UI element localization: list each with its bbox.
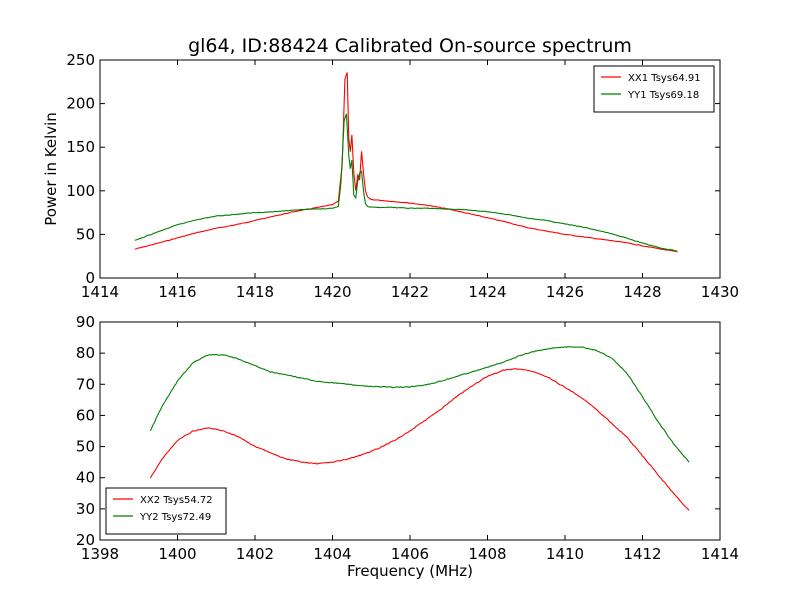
x-axis-label: Frequency (MHz) [347, 562, 473, 580]
series-line-yy1 [134, 113, 678, 252]
y-tick-label: 30 [76, 500, 95, 518]
y-tick-label: 0 [85, 269, 95, 287]
y-tick-label: 20 [76, 531, 95, 549]
x-tick-label: 1398 [81, 545, 119, 563]
legend-label: YY1 Tsys69.18 [627, 90, 699, 101]
series-line-xx1 [134, 72, 678, 253]
top-plot-area: 1414 1416 1418 1420 1422 1424 1426 1428 1430 0 50 1… [66, 51, 739, 301]
x-tick-label: 1406 [391, 545, 429, 563]
x-tick-label: 1422 [391, 283, 429, 301]
y-tick-label: 50 [76, 438, 95, 456]
x-tick-label: 1418 [236, 283, 274, 301]
legend-label: XX1 Tsys64.91 [628, 73, 701, 84]
series-line-yy2 [149, 346, 690, 463]
y-tick-label: 200 [66, 95, 95, 113]
y-tick-label: 40 [76, 469, 95, 487]
y-tick-label: 70 [76, 375, 95, 393]
top-axes-frame [99, 59, 721, 279]
legend-box [105, 487, 227, 535]
y-tick-label: 100 [66, 182, 95, 200]
x-tick-label: 1414 [81, 283, 119, 301]
x-tick-label: 1402 [236, 545, 274, 563]
x-tick-label: 1430 [701, 283, 739, 301]
series-line-xx2 [149, 368, 690, 511]
bottom-legend: XX2 Tsys54.72 YY2 Tsys72.49 [105, 487, 227, 535]
y-axis-label: Power in Kelvin [42, 112, 60, 226]
x-tick-label: 1400 [158, 545, 196, 563]
x-tick-label: 1424 [468, 283, 506, 301]
y-tick-label: 150 [66, 138, 95, 156]
y-tick-label: 80 [76, 344, 95, 362]
legend-box [593, 65, 715, 113]
y-tick-label: 50 [76, 225, 95, 243]
top-legend: XX1 Tsys64.91 YY1 Tsys69.18 [593, 65, 715, 113]
x-tick-label: 1428 [623, 283, 661, 301]
x-tick-label: 1420 [313, 283, 351, 301]
bottom-plot-area: 1398 1400 1402 1404 1406 1408 1410 1412 1414 20 30… [76, 313, 739, 563]
chart-title: gl64, ID:88424 Calibrated On-source spec… [188, 35, 632, 57]
x-tick-label: 1408 [468, 545, 506, 563]
bottom-chart: Frequency (MHz) 1398 1400 1402 1404 1406 1408… [76, 313, 739, 580]
y-tick-label: 60 [76, 406, 95, 424]
x-tick-label: 1412 [623, 545, 661, 563]
legend-label: YY2 Tsys72.49 [139, 512, 211, 523]
x-tick-label: 1426 [546, 283, 584, 301]
x-tick-label: 1404 [313, 545, 351, 563]
y-tick-label: 250 [66, 51, 95, 69]
bottom-axes-frame [99, 321, 721, 541]
x-tick-label: 1416 [158, 283, 196, 301]
x-tick-label: 1414 [701, 545, 739, 563]
top-chart: gl64, ID:88424 Calibrated On-source spec… [42, 35, 739, 301]
y-tick-label: 90 [76, 313, 95, 331]
legend-label: XX2 Tsys54.72 [140, 495, 213, 506]
x-tick-label: 1410 [546, 545, 584, 563]
